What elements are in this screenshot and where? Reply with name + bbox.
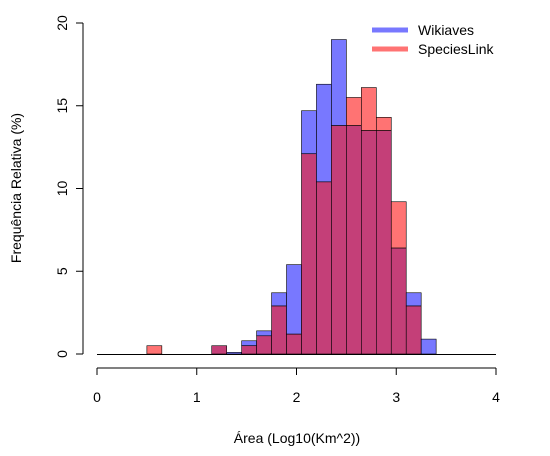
y-axis-label: Frequência Relativa (%) — [8, 113, 24, 263]
bars-layer — [146, 39, 437, 355]
y-tick-label: 15 — [54, 98, 70, 114]
specieslink-bar — [146, 345, 163, 355]
x-tick-label: 2 — [293, 389, 301, 405]
overlap-bar — [301, 153, 317, 355]
overlap-bar — [331, 125, 347, 355]
overlap-bar — [241, 345, 257, 355]
wikiaves-bar — [301, 110, 317, 155]
y-tick-label: 20 — [54, 15, 70, 31]
overlap-bar — [211, 345, 227, 355]
y-tick-label: 0 — [54, 350, 70, 358]
x-axis: 0 1 2 3 4 — [93, 367, 500, 405]
overlap-bar — [256, 335, 272, 355]
wikiaves-bar — [331, 39, 347, 126]
wikiaves-bar — [271, 292, 287, 307]
y-tick-label: 10 — [54, 181, 70, 197]
overlap-bar — [346, 125, 362, 355]
x-tick-label: 3 — [392, 389, 400, 405]
overlap-bar — [271, 305, 287, 355]
x-tick-label: 4 — [492, 389, 500, 405]
wikiaves-bar — [226, 352, 242, 355]
specieslink-bar — [346, 97, 362, 126]
overlap-bar — [361, 130, 377, 355]
overlap-bar — [375, 130, 392, 355]
overlap-bar — [405, 305, 422, 355]
specieslink-bar — [390, 201, 407, 249]
legend-label: Wikiaves — [418, 22, 474, 38]
wikiaves-bar — [405, 292, 422, 307]
wikiaves-bar — [420, 338, 437, 355]
overlap-bar — [316, 181, 332, 355]
x-tick-label: 1 — [193, 389, 201, 405]
overlap-bar — [286, 333, 302, 355]
x-tick-label: 0 — [93, 389, 101, 405]
overlap-bar — [390, 247, 407, 355]
y-axis: 0 5 10 15 20 — [54, 15, 84, 358]
wikiaves-bar — [256, 330, 272, 337]
legend-label: SpeciesLink — [418, 41, 494, 57]
specieslink-bar — [375, 117, 392, 131]
wikiaves-bar — [241, 340, 257, 347]
x-axis-label: Área (Log10(Km^2)) — [234, 430, 360, 446]
wikiaves-bar — [286, 264, 302, 335]
wikiaves-bar — [316, 83, 332, 183]
y-tick-label: 5 — [54, 267, 70, 275]
legend: Wikiaves SpeciesLink — [372, 22, 494, 57]
specieslink-bar — [361, 87, 377, 131]
